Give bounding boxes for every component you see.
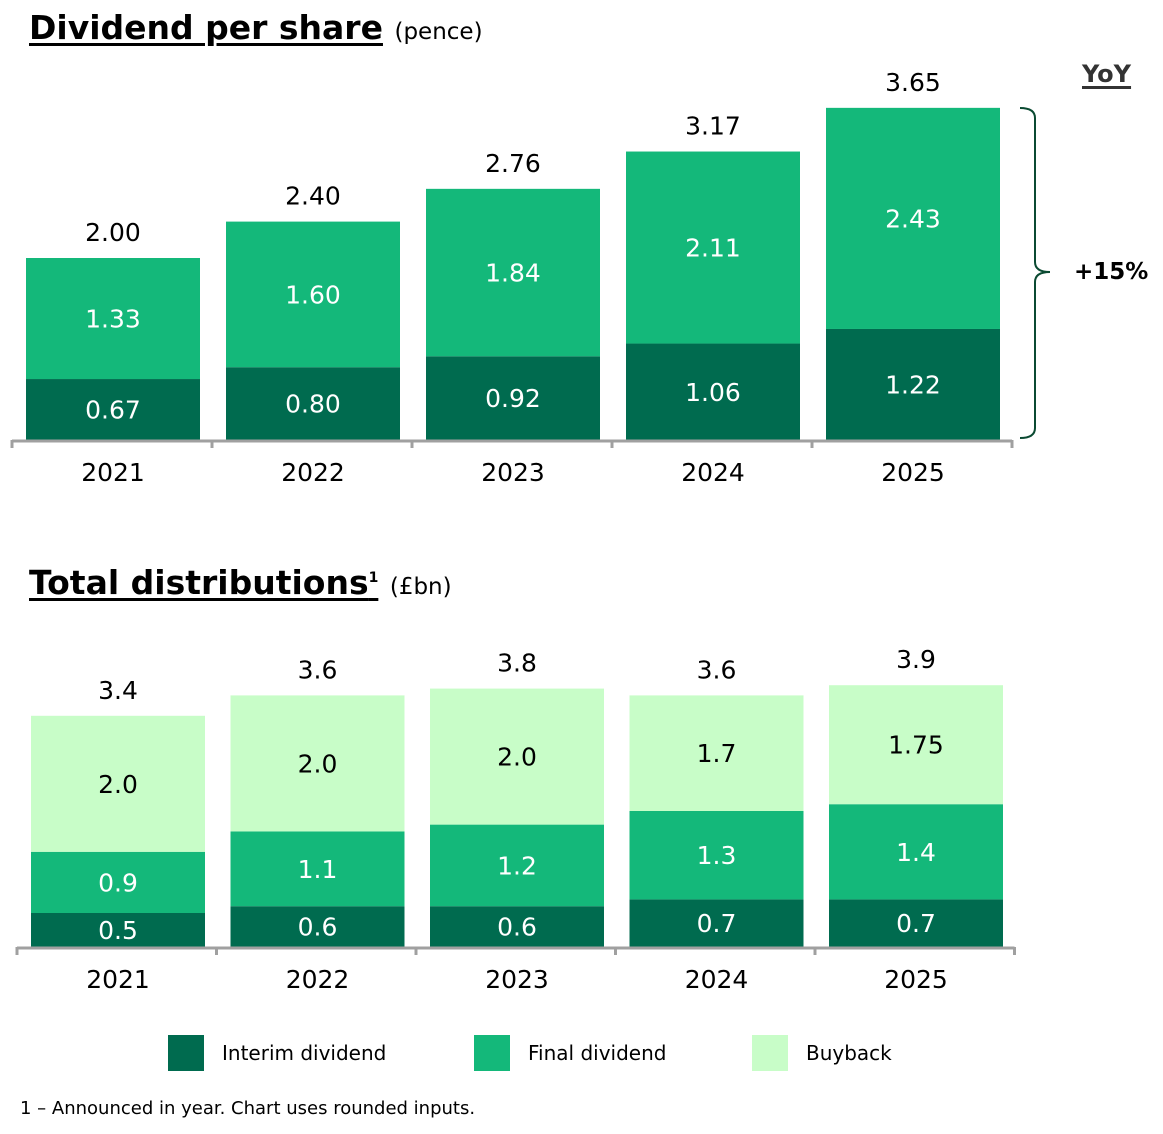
chart1-title: Dividend per share (pence) — [29, 8, 483, 47]
chart2-total-2021: 3.4 — [98, 676, 138, 705]
chart2-bar-final-2023 — [430, 824, 604, 907]
chart2-label-final-2022: 1.1 — [298, 855, 338, 884]
chart1-bar-final-2024 — [626, 151, 800, 344]
chart1-bar-final-2021 — [26, 258, 200, 380]
chart2-bar-buyback-2025 — [829, 685, 1003, 805]
legend-swatch-interim — [168, 1035, 204, 1071]
chart1-label-interim-2025: 1.22 — [885, 370, 941, 399]
legend-label-final: Final dividend — [528, 1041, 667, 1065]
chart1-bar-final-2023 — [426, 188, 600, 357]
yoy-bracket — [1019, 107, 1051, 439]
chart2-xtick-2022: 2022 — [286, 965, 350, 994]
chart1-label-final-2022: 1.60 — [285, 280, 341, 309]
chart1-label-final-2025: 2.43 — [885, 204, 941, 233]
chart2-label-final-2025: 1.4 — [896, 838, 936, 867]
chart1-xtick-2025: 2025 — [881, 458, 945, 487]
chart1-label-interim-2021: 0.67 — [85, 396, 141, 425]
chart2-label-interim-2025: 0.7 — [896, 909, 936, 938]
chart1-label-interim-2022: 0.80 — [285, 390, 341, 419]
chart1-total-2021: 2.00 — [85, 218, 141, 247]
chart1-xtick-2024: 2024 — [681, 458, 745, 487]
chart2-bar-buyback-2024 — [629, 695, 804, 811]
chart2-unit: (£bn) — [389, 574, 452, 600]
chart2-bar-interim-2024 — [629, 899, 804, 947]
chart2-total-2022: 3.6 — [298, 655, 338, 684]
chart1-xtick-2022: 2022 — [281, 458, 345, 487]
chart2-label-final-2024: 1.3 — [697, 841, 737, 870]
legend-buyback: Buyback — [752, 1035, 892, 1071]
chart2-label-interim-2022: 0.6 — [298, 913, 338, 942]
chart2-xtick-2024: 2024 — [685, 965, 749, 994]
chart2-label-buyback-2022: 2.0 — [298, 749, 338, 778]
chart1-title-text: Dividend per share — [29, 8, 383, 47]
chart2-bar-interim-2025 — [829, 899, 1003, 947]
chart2-bar-buyback-2023 — [430, 688, 604, 825]
legend-swatch-buyback — [752, 1035, 788, 1071]
chart1-bar-interim-2024 — [626, 343, 800, 440]
chart2-bar-buyback-2022 — [230, 695, 405, 832]
chart1-label-interim-2024: 1.06 — [685, 378, 741, 407]
chart1-xtick-2023: 2023 — [481, 458, 545, 487]
chart1-label-interim-2023: 0.92 — [485, 384, 541, 413]
chart2-total-2025: 3.9 — [896, 645, 936, 674]
chart2-xtick-2023: 2023 — [485, 965, 549, 994]
chart1-bar-final-2025 — [826, 107, 1000, 329]
chart1-xtick-2021: 2021 — [81, 458, 145, 487]
chart1-total-2023: 2.76 — [485, 149, 541, 178]
yoy-header: YoY — [1082, 60, 1132, 88]
chart2-total-2024: 3.6 — [697, 655, 737, 684]
chart2-label-interim-2021: 0.5 — [98, 916, 138, 945]
chart2-label-final-2021: 0.9 — [98, 868, 138, 897]
chart2-total-2023: 3.8 — [497, 649, 537, 678]
chart2-bar-final-2024 — [629, 811, 804, 900]
legend-interim: Interim dividend — [168, 1035, 386, 1071]
chart1-label-final-2021: 1.33 — [85, 305, 141, 334]
chart2-label-interim-2024: 0.7 — [697, 909, 737, 938]
legend-label-buyback: Buyback — [806, 1041, 892, 1065]
chart2-title: Total distributions1 (£bn) — [29, 563, 452, 602]
chart2-bar-final-2021 — [31, 851, 205, 913]
legend-final: Final dividend — [474, 1035, 666, 1071]
legend-swatch-final — [474, 1035, 510, 1071]
chart2-xtick-2025: 2025 — [884, 965, 948, 994]
chart2-title-text: Total distributions — [29, 563, 369, 602]
chart1-total-2025: 3.65 — [885, 68, 941, 97]
chart1-label-final-2023: 1.84 — [485, 259, 541, 288]
chart1-bar-interim-2022 — [226, 367, 400, 440]
chart1-bar-interim-2025 — [826, 328, 1000, 440]
chart2-bar-final-2025 — [829, 804, 1003, 900]
chart1-bar-interim-2023 — [426, 356, 600, 440]
chart2-label-interim-2023: 0.6 — [497, 913, 537, 942]
chart1-bar-final-2022 — [226, 221, 400, 368]
chart2-label-buyback-2021: 2.0 — [98, 770, 138, 799]
chart2-label-buyback-2023: 2.0 — [497, 743, 537, 772]
chart1-total-2024: 3.17 — [685, 112, 741, 141]
chart2-bar-final-2022 — [230, 831, 405, 907]
chart2-xtick-2021: 2021 — [86, 965, 150, 994]
footnote: 1 – Announced in year. Chart uses rounde… — [20, 1098, 476, 1119]
chart1-label-final-2024: 2.11 — [685, 234, 741, 263]
yoy-value: +15% — [1074, 259, 1149, 285]
chart1-total-2022: 2.40 — [285, 182, 341, 211]
chart2-label-final-2023: 1.2 — [497, 851, 537, 880]
legend-label-interim: Interim dividend — [222, 1041, 387, 1065]
chart1-bar-interim-2021 — [26, 379, 200, 440]
chart1-unit: (pence) — [394, 19, 483, 45]
chart2-footnote-marker: 1 — [368, 570, 379, 586]
chart2-bar-interim-2023 — [430, 906, 604, 947]
chart2-bar-buyback-2021 — [31, 715, 205, 852]
chart2-bar-interim-2022 — [230, 906, 405, 947]
chart2-label-buyback-2024: 1.7 — [697, 739, 737, 768]
chart2-bar-interim-2021 — [31, 913, 205, 947]
chart2-label-buyback-2025: 1.75 — [888, 731, 944, 760]
